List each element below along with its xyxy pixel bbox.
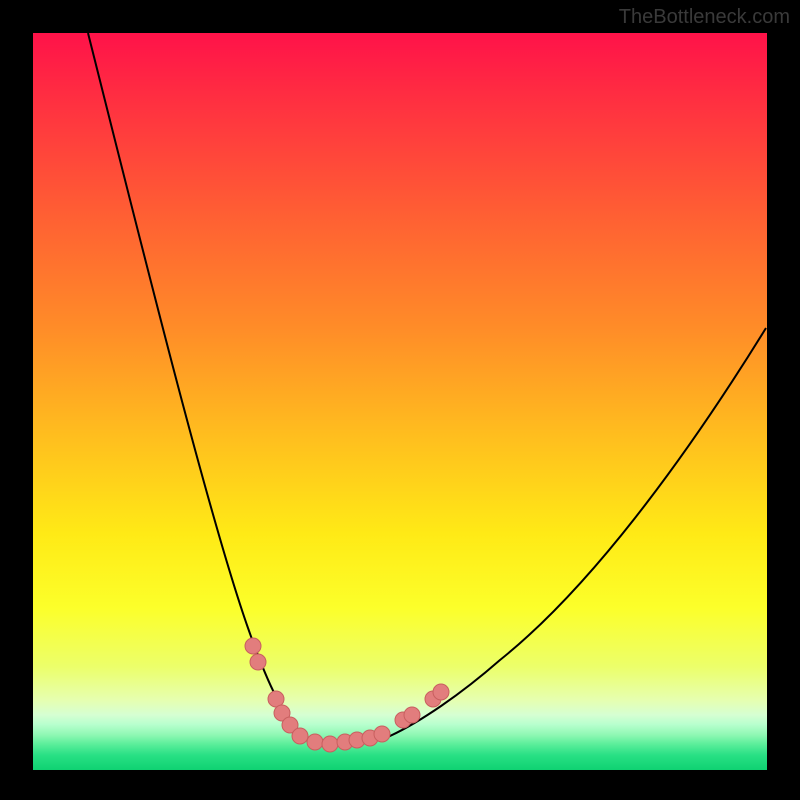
curve-dot xyxy=(404,707,420,723)
curve-dot xyxy=(322,736,338,752)
curve-dot xyxy=(307,734,323,750)
watermark-text: TheBottleneck.com xyxy=(619,6,790,29)
chart-canvas: TheBottleneck.com xyxy=(0,0,800,800)
plot-background xyxy=(33,33,767,770)
curve-dot xyxy=(292,728,308,744)
chart-svg xyxy=(0,0,800,800)
curve-dot xyxy=(374,726,390,742)
curve-dot xyxy=(245,638,261,654)
curve-dot xyxy=(433,684,449,700)
curve-dot xyxy=(250,654,266,670)
